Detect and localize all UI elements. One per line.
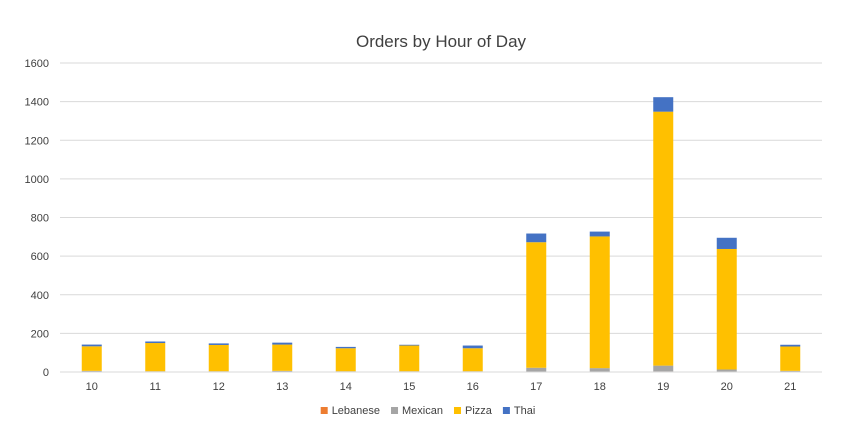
bar-segment-pizza-14: [335, 348, 356, 372]
x-tick-label: 10: [86, 381, 98, 393]
bar-segment-pizza-13: [272, 344, 293, 371]
bars: [81, 97, 801, 372]
x-tick-label: 12: [213, 381, 225, 393]
bar-segment-mexican-18: [589, 368, 610, 372]
y-tick-label: 400: [31, 290, 49, 302]
legend-label-thai: Thai: [514, 405, 535, 417]
bar-segment-pizza-16: [462, 348, 483, 372]
x-tick-label: 11: [150, 381, 161, 393]
bar-segment-thai-21: [780, 344, 801, 347]
bar-segment-pizza-21: [780, 346, 801, 371]
x-tick-label: 14: [340, 381, 352, 393]
y-axis: 0 200 400 600 800 1000 1200 1400 1600: [25, 58, 49, 379]
bar-segment-pizza-10: [81, 346, 102, 371]
bar-segment-thai-10: [81, 344, 102, 347]
bar-segment-thai-15: [399, 344, 420, 346]
bar-segment-pizza-19: [653, 111, 674, 366]
bar-segment-thai-20: [716, 237, 737, 249]
chart-title: Orders by Hour of Day: [356, 32, 527, 51]
legend-swatch-pizza: [453, 407, 461, 414]
bar-segment-thai-18: [589, 231, 610, 237]
bar-segment-thai-14: [335, 346, 356, 349]
bar-segment-pizza-11: [145, 343, 166, 372]
bar-segment-thai-13: [272, 342, 293, 345]
bar-segment-thai-17: [526, 233, 547, 243]
bar-segment-mexican-17: [526, 367, 547, 372]
bar-segment-mexican-10: [81, 370, 102, 372]
legend: Lebanese Mexican Pizza Thai: [320, 405, 535, 417]
x-tick-label: 17: [530, 381, 542, 393]
x-axis: 10 11 12 13 14 15 16 17 18 19 20 21: [60, 371, 822, 393]
bar-segment-thai-19: [653, 97, 674, 112]
x-tick-label: 16: [467, 381, 479, 393]
x-tick-label: 18: [594, 381, 606, 393]
legend-swatch-lebanese: [320, 407, 328, 414]
legend-label-pizza: Pizza: [465, 405, 493, 417]
legend-label-lebanese: Lebanese: [332, 405, 380, 417]
bar-segment-thai-16: [462, 345, 483, 349]
y-tick-label: 1400: [25, 97, 49, 109]
bar-segment-mexican-21: [780, 370, 801, 372]
y-tick-label: 1200: [25, 135, 49, 147]
x-tick-label: 13: [276, 381, 288, 393]
bar-segment-pizza-17: [526, 242, 547, 368]
bar-segment-mexican-20: [716, 369, 737, 372]
legend-label-mexican: Mexican: [402, 405, 443, 417]
bar-segment-mexican-19: [653, 365, 674, 372]
x-tick-label: 15: [403, 381, 415, 393]
y-tick-label: 0: [43, 367, 49, 379]
y-tick-label: 600: [31, 251, 49, 263]
bar-segment-pizza-18: [589, 236, 610, 369]
bar-segment-pizza-12: [208, 344, 229, 372]
y-tick-label: 200: [31, 328, 49, 340]
y-tick-label: 800: [31, 213, 49, 225]
legend-swatch-mexican: [391, 407, 399, 414]
bar-segment-thai-11: [145, 341, 166, 344]
bar-segment-pizza-20: [716, 248, 737, 370]
bar-segment-mexican-13: [272, 370, 293, 372]
x-tick-label: 21: [784, 381, 796, 393]
y-tick-label: 1600: [25, 58, 49, 70]
gridlines: [60, 62, 822, 373]
y-tick-label: 1000: [25, 174, 49, 186]
legend-swatch-thai: [502, 407, 510, 414]
bar-segment-thai-12: [208, 343, 229, 345]
x-tick-label: 20: [721, 381, 733, 393]
x-tick-label: 19: [657, 381, 669, 393]
bar-segment-pizza-15: [399, 345, 420, 372]
